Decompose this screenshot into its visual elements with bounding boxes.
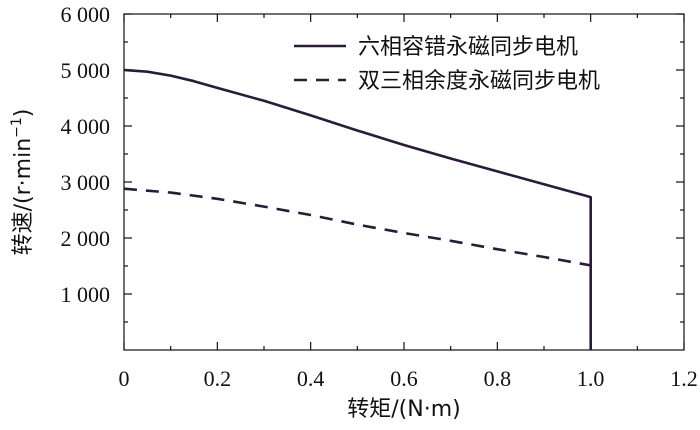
y-tick-label: 5 000: [61, 58, 111, 83]
x-tick-label: 1.0: [577, 366, 605, 391]
y-axis-title: 转速/(r·min−1): [9, 109, 36, 256]
x-tick-label: 1.2: [670, 366, 698, 391]
axis-tick-labels: 0 0.2 0.4 0.6 0.8 1.0 1.2 1 000 2 000 3 000 4 000 5…: [61, 2, 698, 391]
y-tick-label: 6 000: [61, 2, 111, 27]
axis-ticks: [123, 13, 685, 350]
y-tick-label: 3 000: [61, 170, 111, 195]
series-layer: [123, 68, 593, 350]
legend-label-2: 双三相余度永磁同步电机: [358, 69, 600, 94]
x-tick-label: 0.8: [484, 366, 512, 391]
series-line-1: [123, 68, 593, 350]
x-tick-label: 0.4: [297, 366, 325, 391]
x-tick-label: 0.2: [204, 366, 232, 391]
y-tick-label: 2 000: [61, 226, 111, 251]
series-line-2: [123, 187, 591, 267]
y-axis-title-close: ): [11, 109, 36, 118]
legend-label-1: 六相容错永磁同步电机: [358, 35, 578, 60]
y-tick-label: 4 000: [61, 114, 111, 139]
y-axis-title-superscript: −1: [9, 117, 25, 138]
plot-frame: [123, 13, 685, 351]
x-tick-label: 0: [119, 366, 130, 391]
y-axis-title-main: 转速/(r·min: [11, 138, 36, 256]
x-tick-label: 0.6: [390, 366, 418, 391]
y-tick-label: 1 000: [61, 282, 111, 307]
x-axis-title: 转矩/(N·m): [347, 397, 460, 422]
